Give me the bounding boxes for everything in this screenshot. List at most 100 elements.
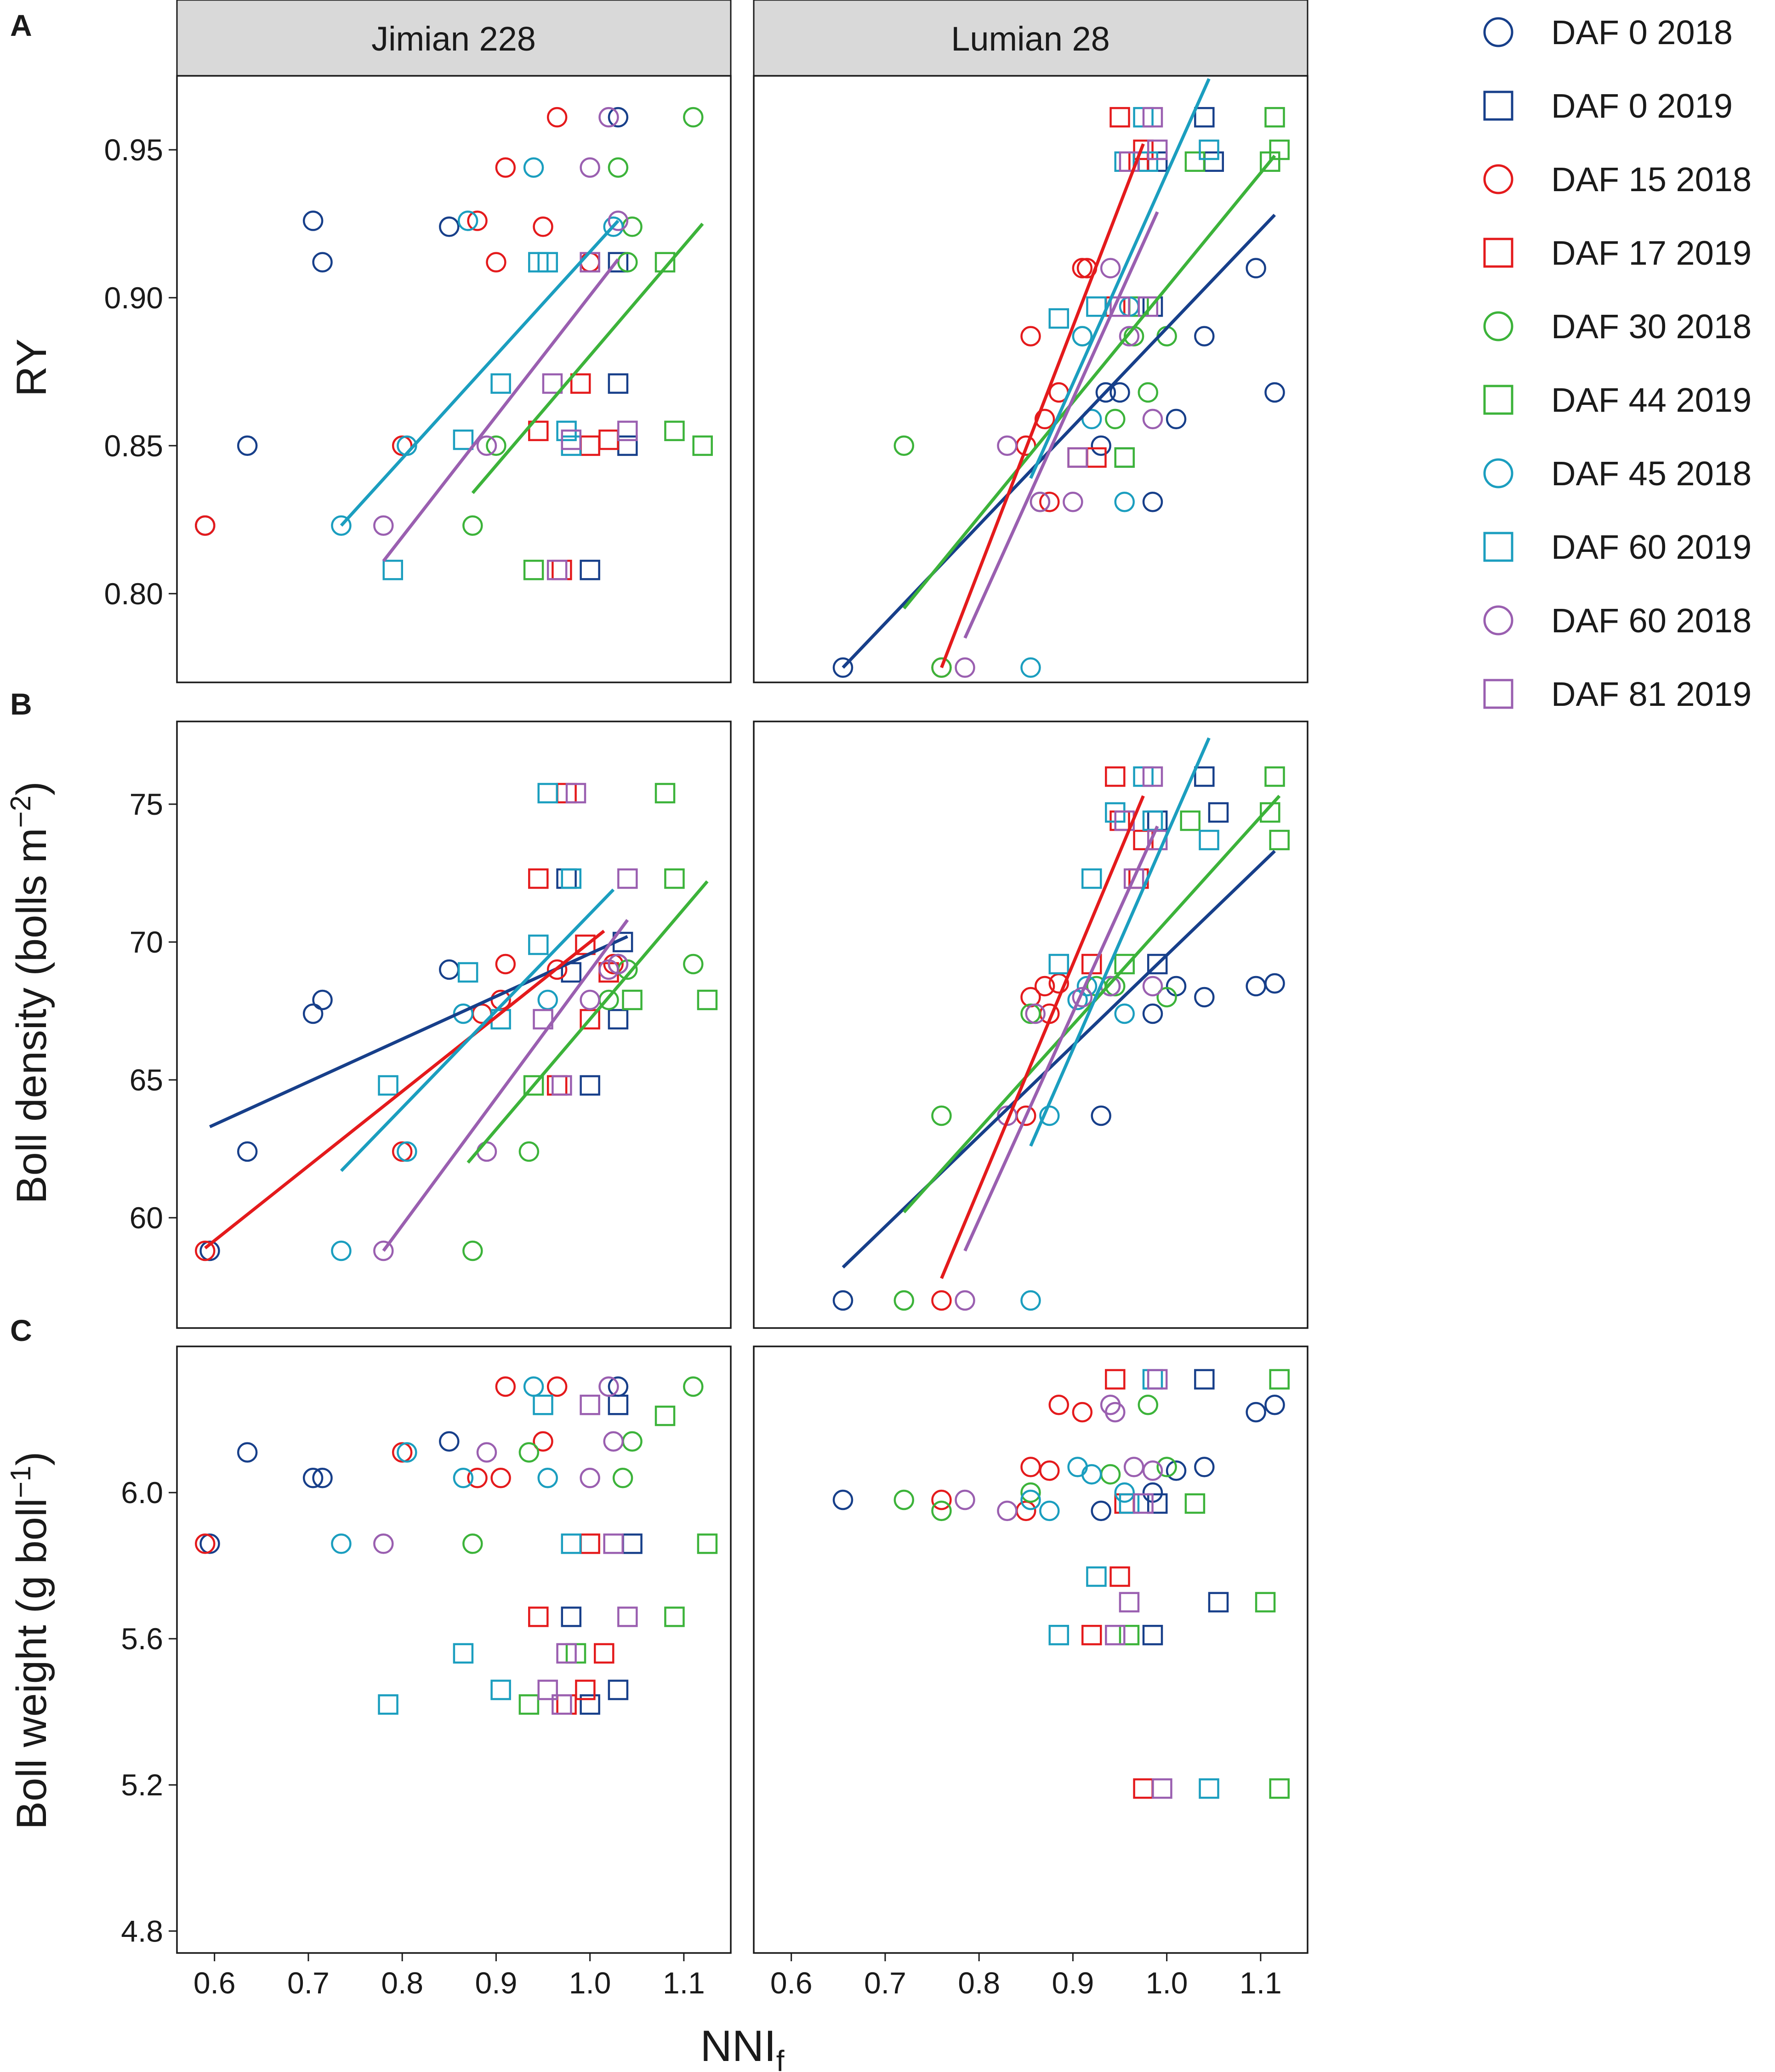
point-daf-30-2018: [1138, 1394, 1159, 1415]
panel-bd-jimian-228: 60 65 70 75: [130, 721, 732, 1329]
point-daf-60-2019: [1048, 1624, 1070, 1646]
point-daf-60-2018: [1063, 491, 1083, 512]
point-daf-0-2019: [1147, 954, 1168, 975]
point-daf-45-2018: [1114, 491, 1135, 512]
point-daf-60-2019: [537, 252, 558, 272]
point-daf-45-2018: [1072, 326, 1093, 346]
point-daf-44-2019: [664, 868, 685, 889]
point-daf-17-2019: [570, 373, 591, 394]
point-daf-81-2019: [1147, 829, 1168, 851]
x-tick-label: 0.9: [475, 1966, 518, 2000]
point-daf-30-2018: [617, 252, 638, 272]
legend-item-daf-30-2018: DAF 30 2018: [1483, 307, 1752, 346]
point-daf-45-2018: [1067, 989, 1088, 1010]
panel-bw-lumian-28-marks: [832, 1369, 1290, 1799]
panel-ry-lumian-28: [753, 75, 1308, 683]
panel-ry-jimian-228-border: [176, 75, 732, 683]
fit-line-daf-30-2018: [471, 222, 704, 494]
legend-item-daf-0-2018: DAF 0 2018: [1483, 13, 1733, 51]
point-daf-81-2019: [617, 868, 638, 889]
point-daf-60-2019: [382, 560, 403, 580]
panel-bw-lumian-28: 0.6 0.7 0.8 0.9 1.0 1.1: [753, 1345, 1308, 2000]
point-daf-60-2018: [1123, 1457, 1144, 1477]
point-daf-45-2018: [1020, 1489, 1041, 1510]
point-daf-30-2018: [608, 157, 629, 178]
point-daf-0-2018: [1142, 1003, 1163, 1024]
y-tick-label: 6.0: [121, 1476, 163, 1510]
point-daf-17-2019: [1109, 1566, 1130, 1587]
x-tick-label: 1.0: [1146, 1966, 1188, 2000]
point-daf-60-2019: [453, 429, 474, 450]
point-daf-15-2018: [1020, 326, 1041, 346]
point-daf-30-2018: [1020, 1482, 1041, 1503]
point-daf-44-2019: [1260, 802, 1280, 823]
legend: DAF 0 2018 DAF 0 2019 DAF 15 2018 DAF 17 20…: [1483, 13, 1752, 713]
point-daf-45-2018: [1076, 976, 1098, 997]
legend-item-daf-17-2019: DAF 17 2019: [1483, 234, 1752, 272]
point-daf-15-2018: [495, 1376, 516, 1397]
y-tick-label: 60: [130, 1201, 163, 1235]
y-tick-label: 0.85: [104, 429, 163, 463]
point-daf-15-2018: [546, 959, 568, 980]
point-daf-60-2018: [603, 1431, 624, 1452]
point-daf-81-2019: [561, 429, 582, 450]
panel-letter-a: A: [10, 8, 32, 42]
strip-lumian-28: Lumian 28: [753, 0, 1308, 77]
point-daf-44-2019: [1184, 1493, 1206, 1514]
point-daf-0-2019: [580, 1075, 600, 1096]
point-daf-60-2018: [580, 157, 600, 178]
point-daf-44-2019: [664, 420, 685, 441]
y-tick-label: 5.6: [121, 1622, 163, 1656]
point-daf-60-2019: [1199, 829, 1219, 851]
point-daf-44-2019: [697, 1533, 718, 1554]
point-daf-0-2018: [1246, 1402, 1266, 1423]
y-axis-title-boll-weight-end: ): [8, 1452, 55, 1466]
legend-label: DAF 60 2018: [1551, 602, 1752, 640]
x-axis-title: NNIf: [700, 2021, 784, 2072]
point-daf-15-2018: [467, 210, 488, 231]
point-daf-60-2018: [580, 1468, 600, 1488]
y-tick-label: 0.90: [104, 281, 163, 315]
point-daf-15-2018: [533, 1431, 553, 1452]
fit-line-daf-60-2018: [382, 919, 629, 1252]
point-daf-60-2019: [490, 1680, 511, 1700]
point-daf-30-2018: [612, 1468, 633, 1488]
point-daf-15-2018: [195, 1533, 216, 1554]
point-daf-60-2019: [537, 783, 558, 804]
point-daf-81-2019: [552, 1694, 572, 1715]
strip-jimian-228: Jimian 228: [176, 0, 732, 77]
x-tick-label: 0.9: [1052, 1966, 1094, 2000]
legend-key-circle: [1483, 458, 1513, 488]
point-daf-44-2019: [523, 1075, 544, 1096]
point-daf-81-2019: [546, 560, 568, 580]
point-daf-60-2018: [955, 1489, 975, 1510]
y-axis-title-boll-weight-sup: −1: [5, 1465, 37, 1498]
point-daf-60-2019: [1086, 1566, 1107, 1587]
point-daf-60-2018: [373, 1240, 394, 1261]
point-daf-15-2018: [1020, 1457, 1041, 1477]
point-daf-15-2018: [1072, 258, 1093, 278]
point-daf-44-2019: [654, 1405, 676, 1426]
fit-line-daf-60-2018: [963, 825, 1159, 1252]
point-daf-30-2018: [518, 1442, 540, 1463]
point-daf-0-2019: [561, 1607, 582, 1627]
point-daf-15-2018: [546, 107, 568, 128]
panel-bw-lumian-28-border: [753, 1345, 1308, 1954]
legend-label: DAF 0 2019: [1551, 87, 1733, 125]
fit-line-daf-15-2018: [940, 143, 1145, 669]
point-daf-44-2019: [654, 252, 676, 272]
point-daf-0-2018: [1091, 1500, 1111, 1521]
fit-line-daf-15-2018: [204, 930, 605, 1249]
y-tick-label: 0.95: [104, 133, 163, 167]
legend-label: DAF 45 2018: [1551, 454, 1752, 493]
point-daf-44-2019: [1264, 107, 1285, 128]
point-daf-60-2018: [373, 515, 394, 536]
point-daf-45-2018: [603, 216, 624, 237]
point-daf-0-2018: [1264, 382, 1285, 403]
x-axis-title-sub: f: [776, 2044, 785, 2072]
legend-key-circle: [1483, 605, 1513, 636]
point-daf-81-2019: [617, 420, 638, 441]
legend-label: DAF 81 2019: [1551, 675, 1752, 713]
point-daf-60-2018: [1072, 987, 1093, 1008]
point-daf-15-2018: [931, 1290, 952, 1311]
